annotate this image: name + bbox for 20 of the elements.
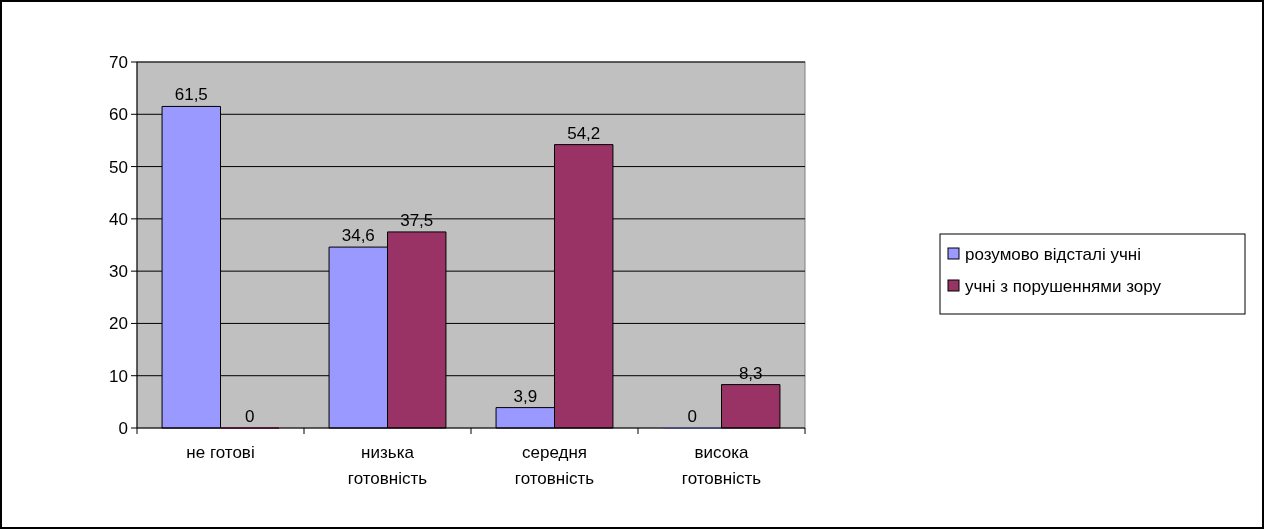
y-tick-label: 40 <box>109 209 128 229</box>
y-tick-label: 10 <box>109 366 128 386</box>
data-label: 0 <box>244 407 255 426</box>
data-label: 0 <box>687 407 698 426</box>
y-tick-label: 60 <box>109 105 128 125</box>
y-tick-label: 20 <box>109 314 128 334</box>
legend-label: учні з порушеннями зору <box>965 276 1162 296</box>
data-label: 54,2 <box>567 123 601 143</box>
y-tick-label: 0 <box>118 418 128 438</box>
data-label: 3,9 <box>513 386 538 406</box>
y-tick-label: 70 <box>109 52 128 72</box>
x-tick-label: низька готовність <box>347 443 428 488</box>
x-tick-label: не готові <box>186 443 255 462</box>
x-tick-label: середня готовність <box>514 443 595 488</box>
y-tick-label: 50 <box>109 157 128 177</box>
data-label: 34,6 <box>341 226 375 246</box>
y-tick-label: 30 <box>109 262 128 282</box>
x-tick-label: висока готовність <box>681 443 762 488</box>
data-label: 61,5 <box>174 85 208 105</box>
legend-label: розумово відсталі учні <box>965 244 1142 264</box>
